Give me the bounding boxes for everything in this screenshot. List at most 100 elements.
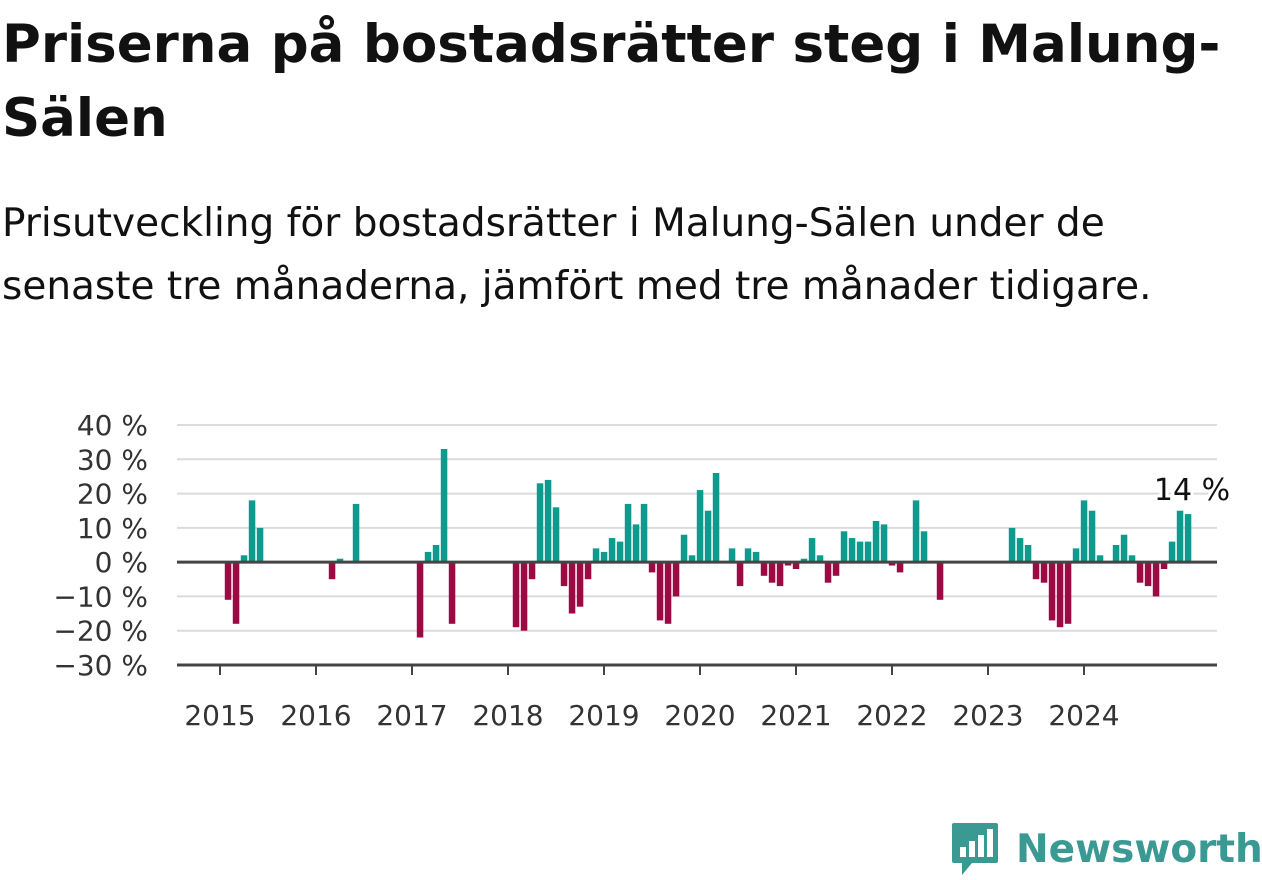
bar — [656, 562, 664, 621]
bar — [448, 562, 456, 624]
bar — [1032, 562, 1040, 580]
y-tick-label: −10 % — [53, 580, 148, 613]
x-tick-label: 2024 — [1048, 699, 1119, 732]
y-tick-label: 30 % — [77, 443, 148, 476]
x-tick-label: 2015 — [184, 699, 255, 732]
y-tick-label: 0 % — [95, 546, 148, 579]
bar — [856, 541, 864, 563]
bar — [1168, 541, 1176, 563]
bar — [592, 548, 600, 563]
y-tick-label: 40 % — [77, 409, 148, 442]
bar — [712, 473, 720, 563]
x-tick-label: 2023 — [952, 699, 1023, 732]
bar — [600, 551, 608, 563]
bar — [736, 562, 744, 587]
bar — [1128, 555, 1136, 563]
bar — [840, 531, 848, 563]
bar — [1144, 562, 1152, 587]
bar — [552, 507, 560, 563]
bar — [728, 548, 736, 563]
bar — [1008, 527, 1016, 563]
bar — [632, 524, 640, 563]
bar — [792, 562, 800, 569]
bar — [1040, 562, 1048, 583]
bar — [680, 534, 688, 563]
bar — [896, 562, 904, 573]
bar — [688, 555, 696, 563]
bar — [1056, 562, 1064, 628]
x-tick-label: 2022 — [856, 699, 927, 732]
bar — [1184, 514, 1192, 563]
bar — [424, 551, 432, 563]
bar — [776, 562, 784, 587]
bars — [224, 449, 1192, 638]
bar — [352, 503, 360, 563]
bar — [936, 562, 944, 600]
bar — [672, 562, 680, 597]
bar — [248, 500, 256, 563]
bar — [616, 541, 624, 563]
bar — [624, 503, 632, 563]
bar — [864, 541, 872, 563]
bar — [848, 538, 856, 563]
axes — [177, 560, 1217, 675]
bar — [1048, 562, 1056, 621]
bar — [880, 524, 888, 563]
bar — [1096, 555, 1104, 563]
bar — [648, 562, 656, 573]
bar — [664, 562, 672, 624]
y-tick-label: 10 % — [77, 512, 148, 545]
bar — [1152, 562, 1160, 597]
bar — [1024, 545, 1032, 563]
bar — [872, 521, 880, 563]
bar — [1072, 548, 1080, 563]
bar — [1080, 500, 1088, 563]
x-tick-label: 2017 — [376, 699, 447, 732]
y-tick-label: 20 % — [77, 478, 148, 511]
x-tick-label: 2021 — [760, 699, 831, 732]
bar — [512, 562, 520, 628]
bar — [568, 562, 576, 614]
bar — [696, 490, 704, 563]
bar — [752, 551, 760, 563]
bar — [232, 562, 240, 624]
bar — [832, 562, 840, 576]
x-tick-label: 2016 — [280, 699, 351, 732]
bar — [888, 562, 896, 566]
bar — [528, 562, 536, 580]
bar — [1088, 510, 1096, 563]
bar — [640, 503, 648, 563]
x-tick-label: 2019 — [568, 699, 639, 732]
bar — [784, 562, 792, 566]
bar — [808, 538, 816, 563]
bar — [1064, 562, 1072, 624]
y-tick-label: −30 % — [53, 649, 148, 682]
bar — [240, 555, 248, 563]
bar — [584, 562, 592, 580]
bar — [536, 483, 544, 563]
bar — [224, 562, 232, 600]
last-value-label: 14 % — [1154, 473, 1230, 508]
bar — [544, 479, 552, 563]
tick-labels: −30 %−20 %−10 %0 %10 %20 %30 %40 % 2015 20… — [53, 409, 1233, 732]
x-tick-label: 2018 — [472, 699, 543, 732]
bar — [520, 562, 528, 631]
bar — [1112, 545, 1120, 563]
brand-name: Newsworthy — [1016, 826, 1262, 872]
bar — [336, 558, 344, 563]
bar — [704, 510, 712, 563]
bar — [560, 562, 568, 587]
bar — [816, 555, 824, 563]
bar — [760, 562, 768, 576]
bar — [800, 558, 808, 563]
bar — [768, 562, 776, 583]
newsworthy-brand[interactable]: Newsworthy — [950, 818, 1262, 880]
bar — [256, 527, 264, 563]
bar — [576, 562, 584, 607]
bar-chart: −30 %−20 %−10 %0 %10 %20 %30 %40 % 2015 20… — [53, 409, 1233, 732]
bar — [1176, 510, 1184, 563]
bar — [432, 545, 440, 563]
bar — [1016, 538, 1024, 563]
x-tick-label: 2020 — [664, 699, 735, 732]
y-tick-label: −20 % — [53, 615, 148, 648]
